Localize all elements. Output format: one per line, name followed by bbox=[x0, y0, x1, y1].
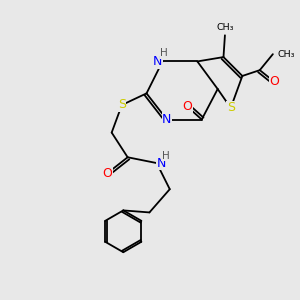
Text: H: H bbox=[160, 48, 168, 58]
Text: N: N bbox=[157, 157, 166, 169]
Text: O: O bbox=[182, 100, 192, 113]
Text: S: S bbox=[227, 101, 235, 114]
Text: CH₃: CH₃ bbox=[216, 23, 234, 32]
Text: O: O bbox=[102, 167, 112, 180]
Text: N: N bbox=[153, 55, 163, 68]
Text: N: N bbox=[162, 113, 172, 126]
Text: O: O bbox=[269, 75, 279, 88]
Text: CH₃: CH₃ bbox=[277, 50, 295, 59]
Text: S: S bbox=[118, 98, 126, 112]
Text: H: H bbox=[161, 151, 169, 161]
